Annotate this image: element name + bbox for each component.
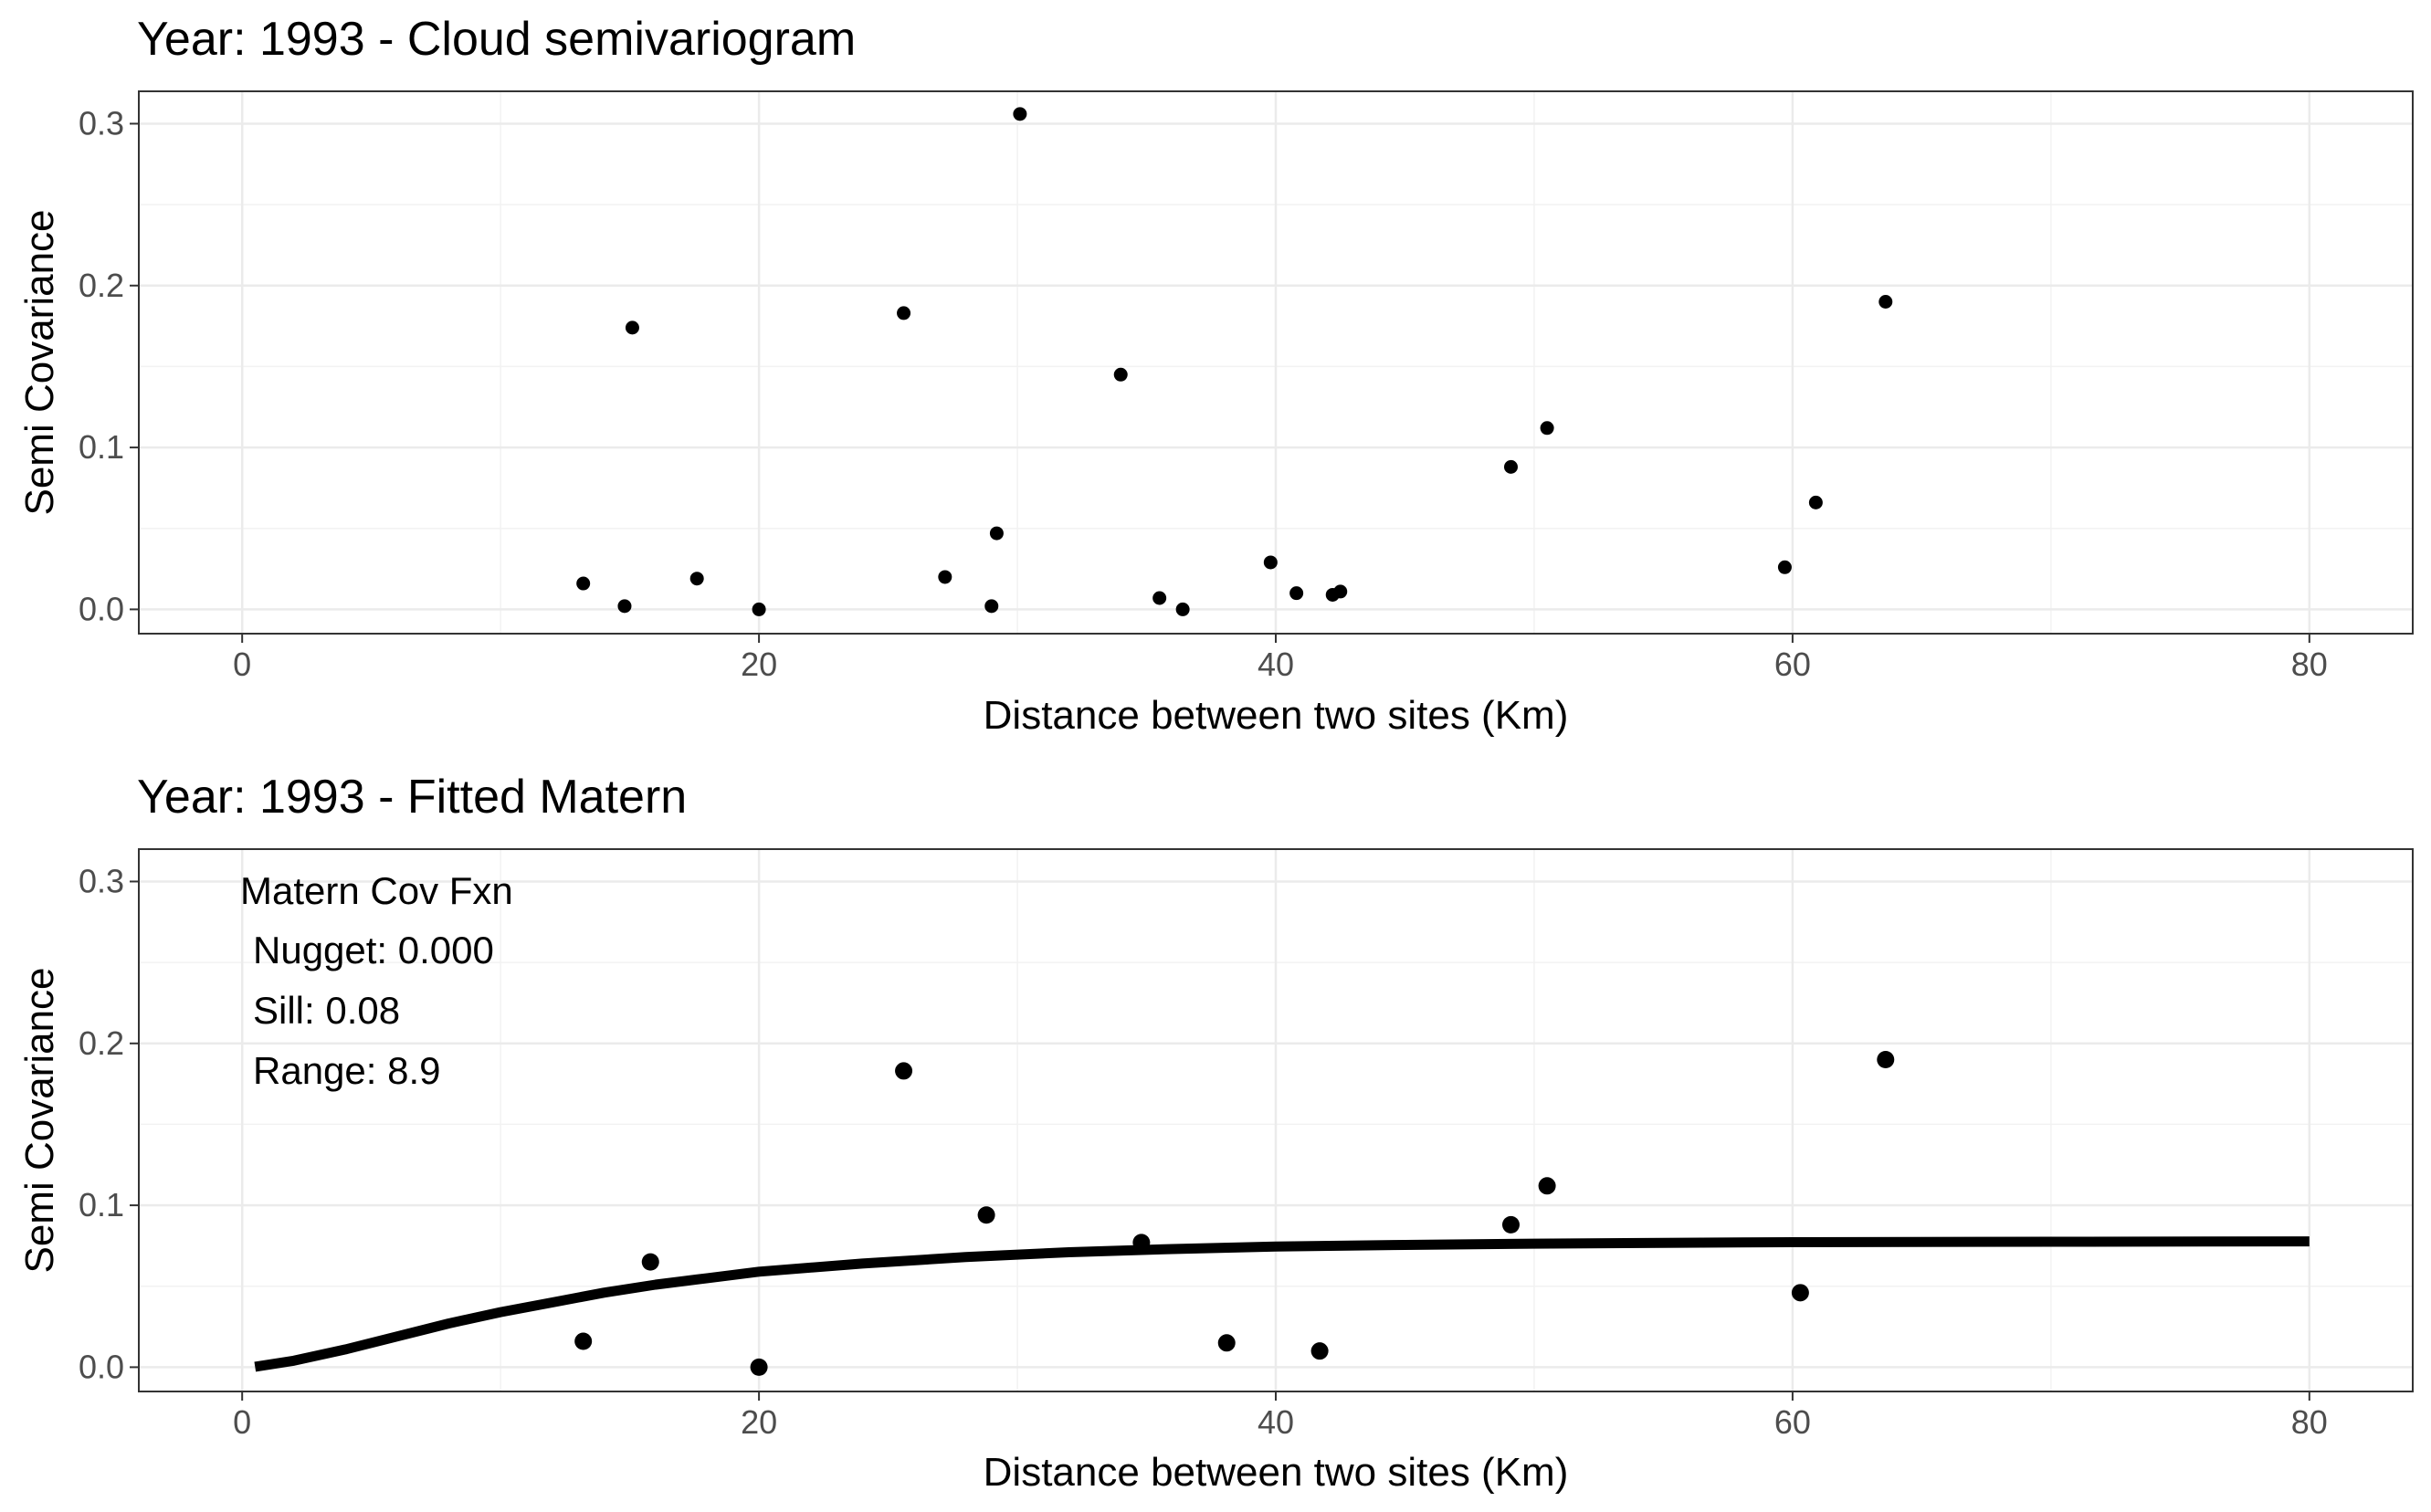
x-tick-label: 40 [1258,646,1294,683]
x-tick-label: 60 [1774,646,1811,683]
y-tick-label: 0.1 [79,1186,124,1223]
data-point [1310,1342,1329,1360]
x-axis-title: Distance between two sites (Km) [984,1450,1569,1495]
panel-title: Year: 1993 - Fitted Matern [137,771,687,824]
x-tick-label: 80 [2291,646,2328,683]
data-point [574,1332,593,1350]
data-point [641,1253,659,1271]
panel-title: Year: 1993 - Cloud semivariogram [137,13,856,66]
x-tick-label: 40 [1258,1403,1294,1441]
x-tick-label: 0 [233,646,251,683]
data-point [1878,295,1893,310]
y-tick-label: 0.3 [79,862,124,899]
annotation-nugget: Nugget: 0.000 [253,929,494,971]
data-point [977,1206,995,1224]
annotation-range: Range: 8.9 [253,1049,441,1092]
data-point [752,602,766,616]
x-tick-label: 0 [233,1403,251,1441]
y-tick-label: 0.0 [79,590,124,627]
data-point [1501,1215,1520,1234]
data-point [1013,107,1027,121]
data-point [1540,421,1554,436]
matern-fit-line [254,1236,2310,1372]
data-point [895,1062,913,1080]
data-point [750,1358,768,1376]
annotation-sill: Sill: 0.08 [253,989,400,1032]
data-point [938,570,952,584]
y-tick-label: 0.1 [79,428,124,466]
y-tick-label: 0.2 [79,1024,124,1062]
cloud-semivariogram-panel: Year: 1993 - Cloud semivariogram 0 20 40 60… [17,13,2414,738]
data-point [1289,586,1304,601]
x-tick-label: 80 [2291,1403,2328,1441]
x-tick-label: 20 [741,1403,777,1441]
data-point [617,599,632,614]
y-tick-label: 0.3 [79,104,124,142]
data-point [1503,459,1518,474]
data-point [576,576,591,591]
y-tick-label: 0.0 [79,1348,124,1385]
y-axis-title: Semi Covariance [17,209,62,515]
data-point [1152,591,1167,605]
data-point [1217,1334,1236,1352]
data-point [1877,1051,1895,1069]
data-point [625,320,639,335]
data-point [1113,367,1128,382]
data-point [689,572,704,586]
y-tick-label: 0.2 [79,267,124,304]
data-point [1333,584,1348,599]
fitted-matern-panel: Year: 1993 - Fitted Matern 0 20 40 60 80 0.0 0… [17,771,2414,1495]
x-axis-title: Distance between two sites (Km) [984,693,1569,738]
data-point [1777,560,1792,574]
data-point [897,306,911,320]
x-tick-label: 20 [741,646,777,683]
data-point [1175,602,1190,616]
data-point [1538,1177,1556,1195]
data-point [1791,1284,1809,1302]
y-axis-title: Semi Covariance [17,967,62,1273]
annotation-title: Matern Cov Fxn [240,869,513,912]
data-point [1263,555,1278,570]
x-tick-label: 60 [1774,1403,1811,1441]
data-point [989,526,1004,541]
data-point [1808,495,1823,509]
data-point [984,599,999,614]
